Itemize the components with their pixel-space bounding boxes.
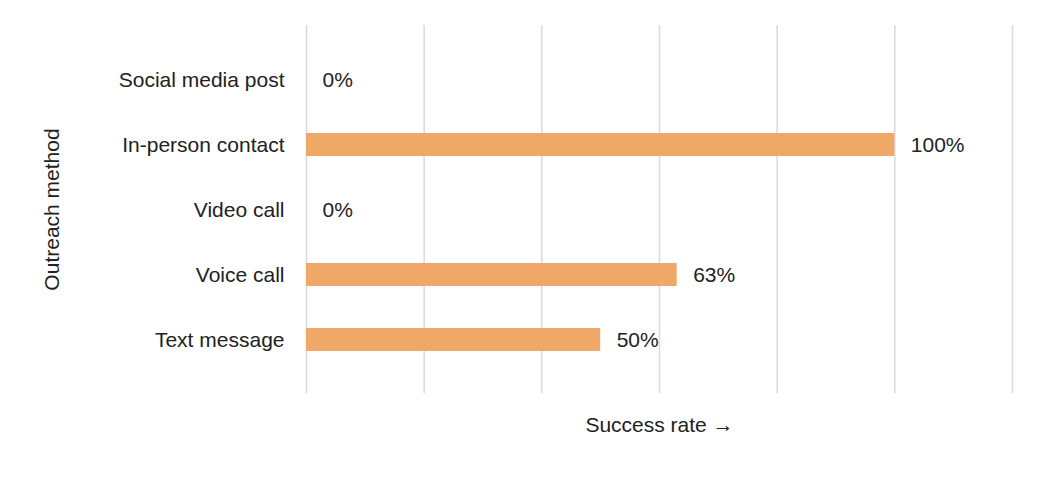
svg-text:0%: 0% (323, 198, 353, 221)
svg-text:Text message: Text message (155, 328, 285, 351)
svg-text:63%: 63% (693, 263, 735, 286)
svg-text:Social media post: Social media post (119, 68, 285, 91)
svg-text:Voice call: Voice call (196, 263, 285, 286)
svg-text:50%: 50% (617, 328, 659, 351)
svg-text:Outreach method: Outreach method (40, 128, 63, 290)
svg-text:In-person contact: In-person contact (122, 133, 284, 156)
svg-text:Success rate →: Success rate → (585, 413, 733, 436)
svg-text:0%: 0% (323, 68, 353, 91)
svg-text:Video call: Video call (194, 198, 285, 221)
svg-text:100%: 100% (911, 133, 965, 156)
